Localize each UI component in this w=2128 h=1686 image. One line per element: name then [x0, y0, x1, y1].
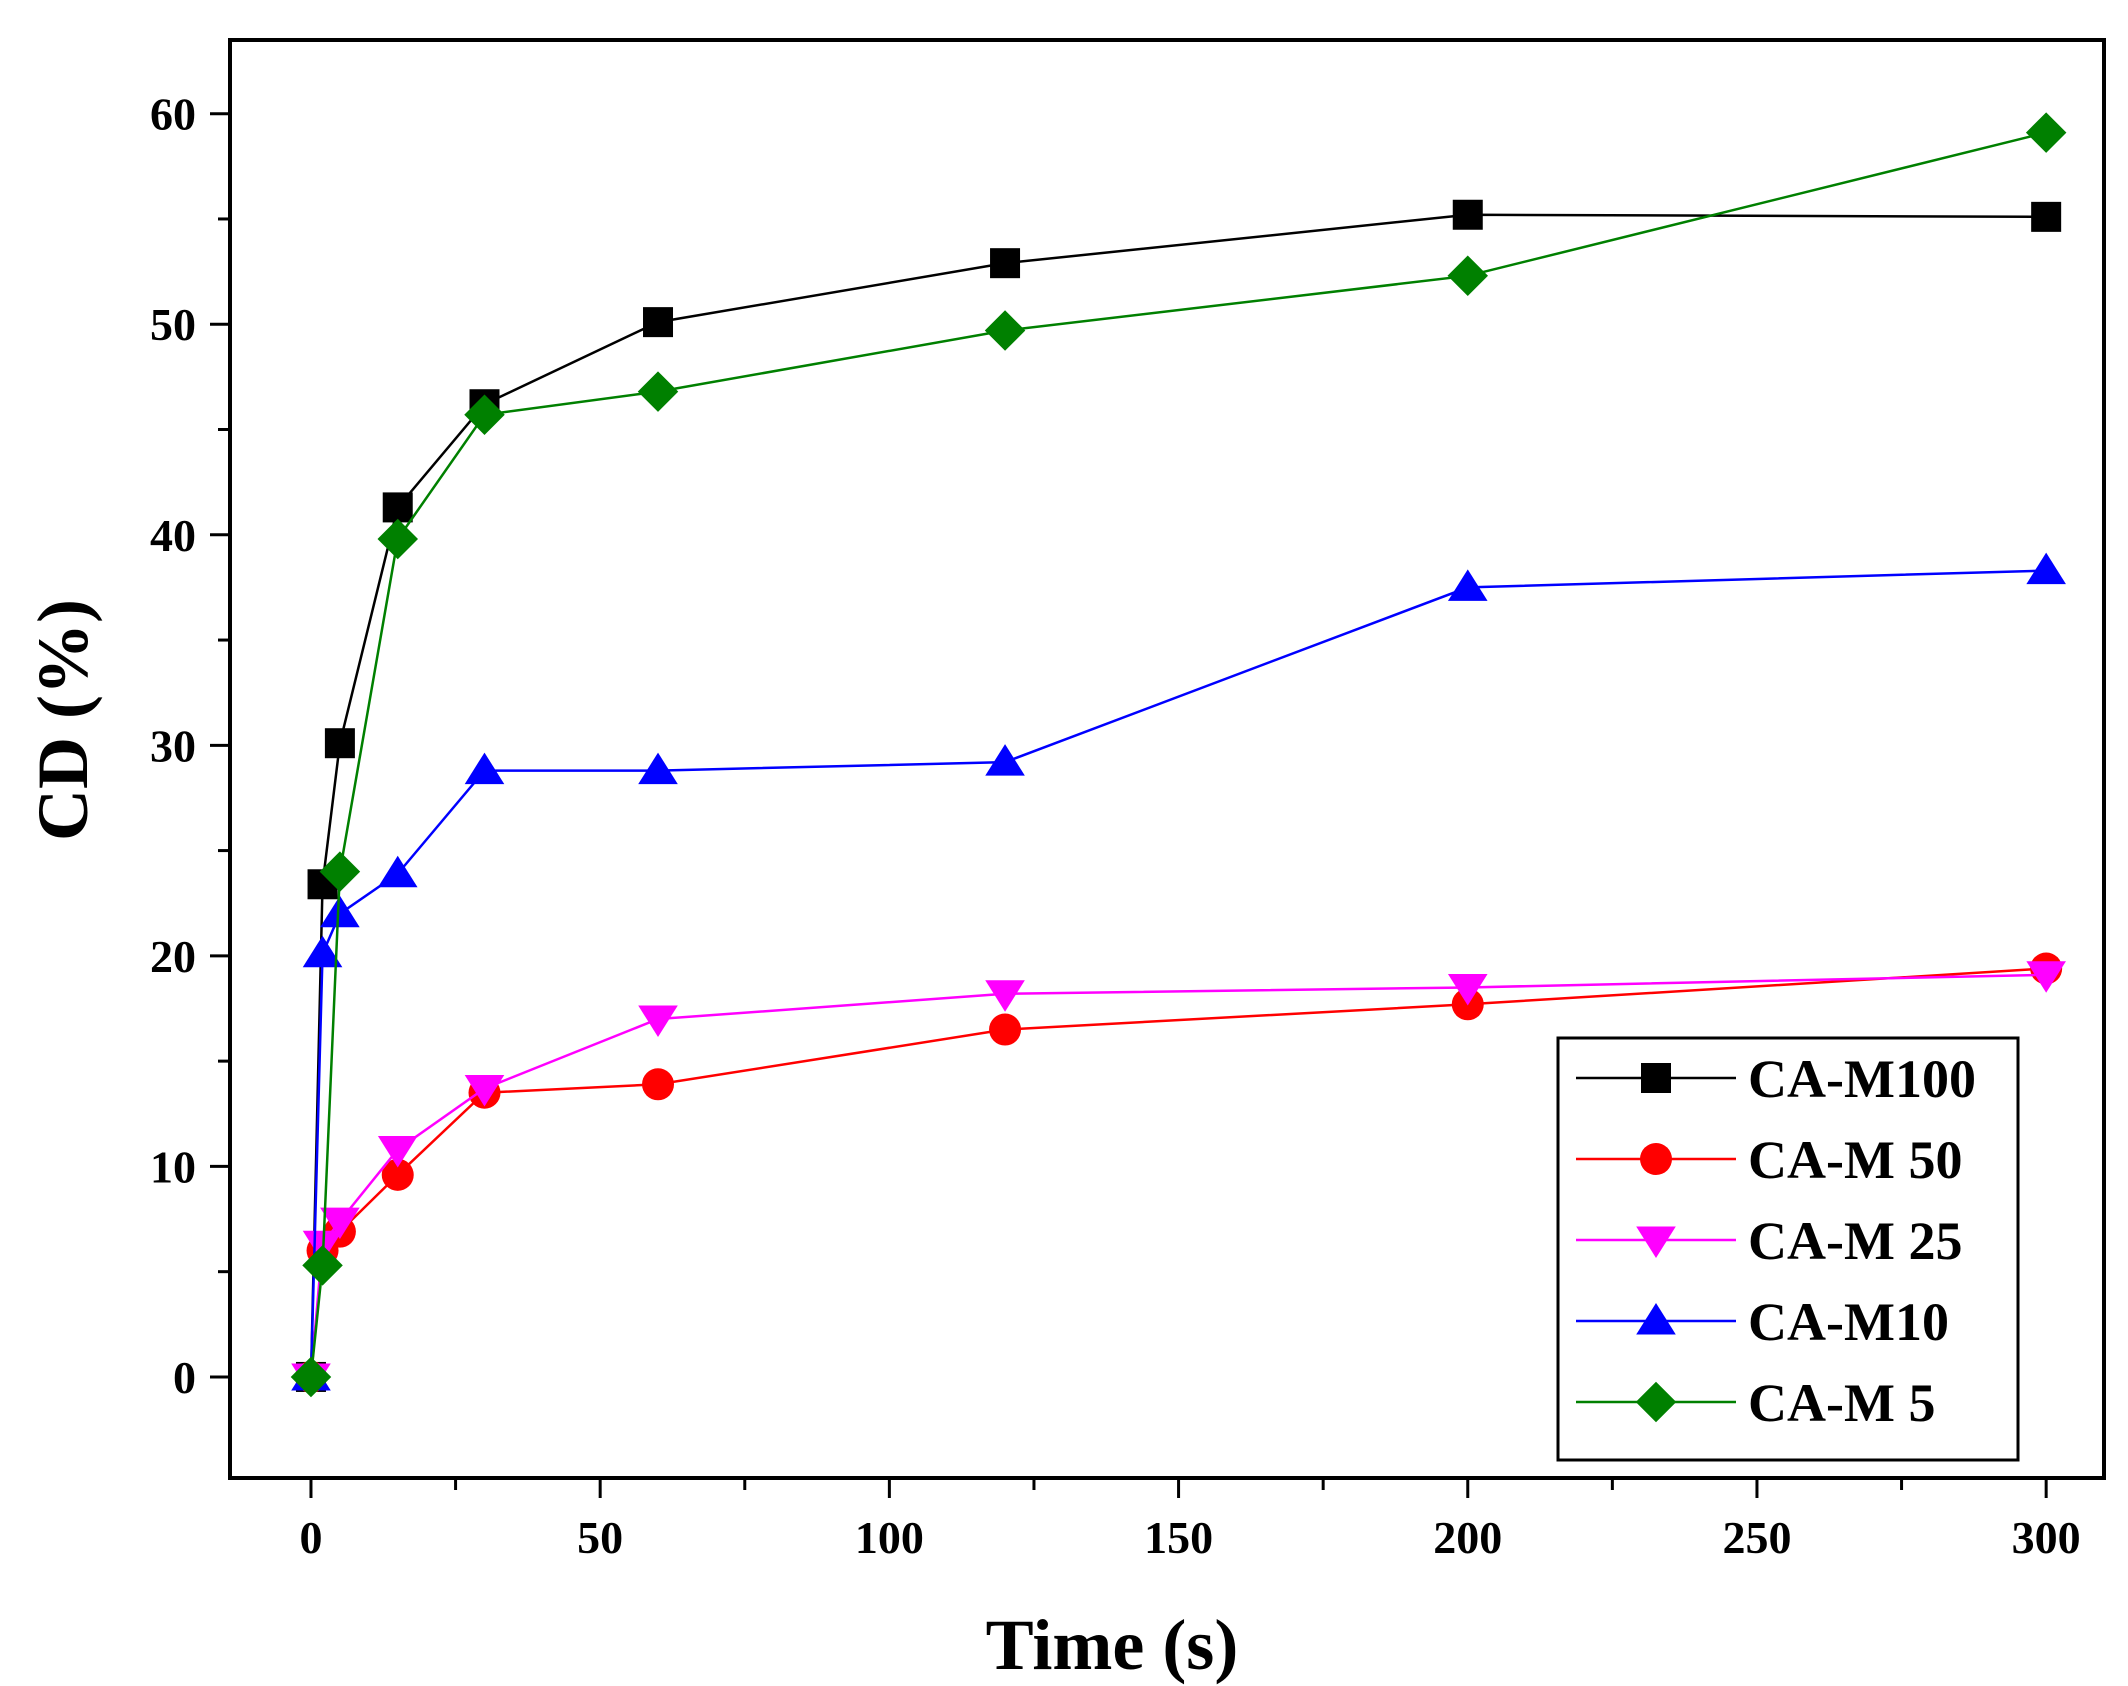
data-point	[989, 1013, 1022, 1046]
data-point	[377, 518, 418, 560]
data-point	[1452, 199, 1483, 230]
legend-entry: CA-M 50	[1576, 1130, 1962, 1190]
data-point	[638, 1005, 678, 1038]
data-point	[320, 895, 360, 928]
legend-label: CA-M 5	[1748, 1373, 1935, 1433]
data-point	[2026, 552, 2066, 585]
data-point	[464, 394, 505, 436]
legend-entry: CA-M 5	[1576, 1373, 1935, 1433]
y-axis-ticks: 0 10 20 30 40 50 60	[150, 89, 230, 1403]
data-point	[302, 935, 343, 968]
x-tick-label: 100	[855, 1512, 924, 1563]
legend-marker	[1636, 1226, 1676, 1258]
y-tick-label: 40	[150, 510, 196, 561]
data-point	[2031, 201, 2062, 232]
legend-marker	[1641, 1063, 1671, 1093]
x-tick-label: 250	[1722, 1512, 1791, 1563]
y-tick-label: 10	[150, 1141, 196, 1192]
y-tick-label: 50	[150, 299, 196, 350]
data-point	[290, 1356, 332, 1398]
data-point	[377, 1136, 418, 1168]
x-tick-label: 200	[1433, 1512, 1502, 1563]
x-axis-ticks: 0 50 100 150 200 250 300	[299, 1478, 2081, 1563]
y-tick-label: 60	[150, 89, 196, 140]
data-point	[637, 371, 679, 412]
data-point	[381, 1158, 414, 1191]
legend-label: CA-M100	[1748, 1049, 1976, 1109]
data-point	[320, 1207, 360, 1240]
series-ca-m5	[290, 112, 2067, 1398]
legend-entry: CA-M100	[1576, 1049, 1976, 1109]
legend-marker	[1635, 1381, 1677, 1423]
legend-label: CA-M 50	[1748, 1130, 1962, 1190]
y-tick-label: 30	[150, 720, 196, 771]
data-point	[1447, 569, 1488, 601]
legend-entry: CA-M 25	[1576, 1211, 1962, 1271]
x-tick-label: 300	[2012, 1512, 2081, 1563]
data-point	[464, 752, 505, 785]
x-tick-label: 150	[1144, 1512, 1213, 1563]
data-point	[324, 728, 355, 759]
data-point	[2026, 961, 2066, 993]
data-point	[382, 492, 413, 523]
data-point	[985, 744, 1025, 776]
data-point	[377, 855, 418, 888]
data-point	[1447, 973, 1488, 1006]
legend-box	[1556, 1036, 2020, 1462]
data-point	[642, 1068, 675, 1101]
data-point	[1447, 255, 1489, 297]
data-point	[302, 1245, 343, 1286]
legend-marker	[1636, 1303, 1676, 1335]
legend: CA-M100 CA-M 50 CA-M 25 CA-M10 CA-M 5	[1556, 1036, 2020, 1462]
x-tick-label: 0	[299, 1512, 322, 1563]
legend-label: CA-M10	[1748, 1292, 1949, 1352]
plot-frame	[228, 38, 2106, 1480]
series-ca-m10	[291, 552, 2066, 1391]
legend-label: CA-M 25	[1748, 1211, 1962, 1271]
data-point	[985, 980, 1025, 1012]
data-point	[984, 310, 1026, 351]
legend-marker	[1640, 1143, 1672, 1175]
y-tick-label: 20	[150, 931, 196, 982]
data-point	[464, 1074, 505, 1107]
x-tick-label: 50	[577, 1512, 623, 1563]
data-point	[2025, 112, 2067, 153]
data-point	[990, 248, 1021, 279]
legend-entry: CA-M10	[1576, 1292, 1949, 1352]
data-point	[643, 307, 674, 338]
y-tick-label: 0	[173, 1352, 196, 1403]
y-axis-title: CD (%)	[23, 599, 103, 841]
data-point	[319, 851, 361, 892]
series-layer	[290, 112, 2067, 1398]
data-point	[638, 752, 678, 785]
x-axis-title: Time (s)	[986, 1605, 1239, 1685]
